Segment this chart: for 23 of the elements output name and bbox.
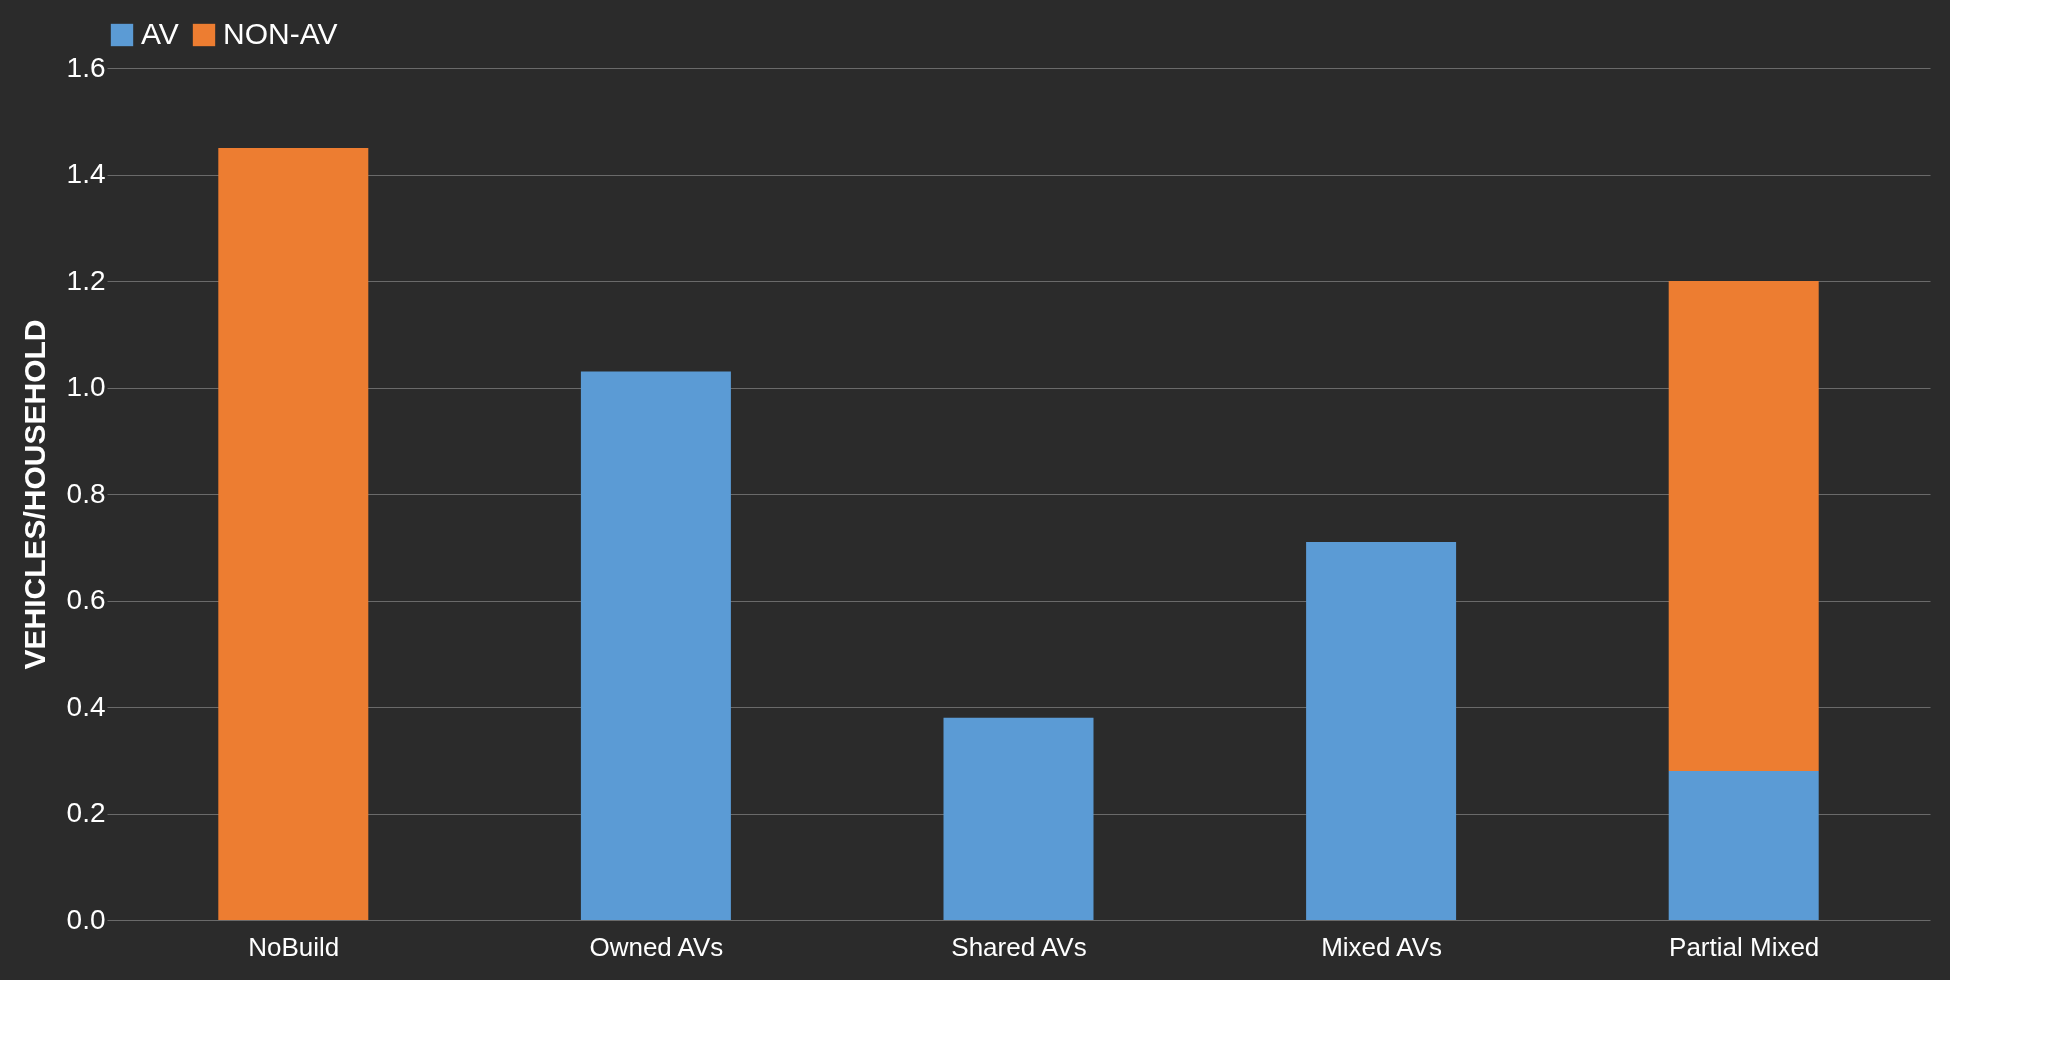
bar xyxy=(1668,770,1819,920)
bar xyxy=(218,147,369,920)
y-tick-label: 0.6 xyxy=(66,584,106,615)
y-tick-label: 0.4 xyxy=(66,690,106,722)
bar xyxy=(1306,541,1457,920)
bar xyxy=(1668,281,1819,771)
x-tick-label: Partial Mixed xyxy=(1669,931,1820,962)
y-tick-label: 0.0 xyxy=(66,903,106,935)
legend-label: NON-AV xyxy=(223,17,338,50)
y-tick-label: 0.2 xyxy=(66,797,106,828)
y-axis-title: VEHICLES/HOUSEHOLD xyxy=(17,319,51,670)
legend-label: AV xyxy=(141,17,179,50)
y-tick-label: 1.0 xyxy=(66,371,106,402)
x-tick-label: NoBuild xyxy=(248,931,340,962)
y-tick-label: 1.4 xyxy=(66,158,106,189)
bar xyxy=(580,371,731,920)
y-tick-label: 1.2 xyxy=(66,264,106,296)
y-tick-label: 0.8 xyxy=(66,477,106,509)
y-tick-label: 1.6 xyxy=(66,51,106,83)
x-tick-label: Owned AVs xyxy=(589,931,724,962)
x-tick-label: Mixed AVs xyxy=(1321,931,1443,962)
bar xyxy=(943,717,1094,920)
x-tick-label: Shared AVs xyxy=(951,931,1087,962)
